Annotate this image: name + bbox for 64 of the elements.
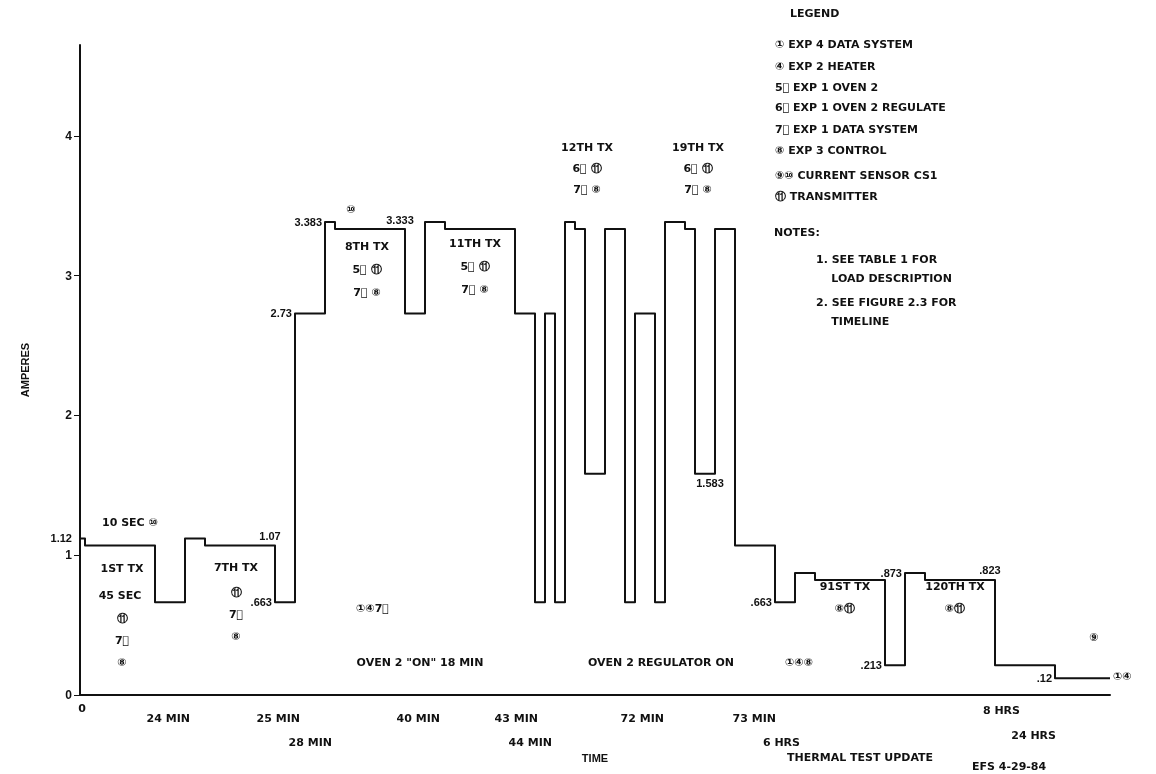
text: EFS 4-29-84 <box>972 759 1047 773</box>
data-label: 1.12 <box>50 532 72 545</box>
y-tick-label: 1 <box>65 548 73 563</box>
text: 28 MIN <box>288 735 332 749</box>
annotation: ⑨⑩ CURRENT SENSOR CS1 <box>775 168 938 182</box>
y-axis-title: AMPERES <box>18 342 31 398</box>
annotation: 12TH TX 6⃞ ⑪ 7⃞ ⑧ <box>561 141 614 196</box>
annotation: 6⃞ EXP 1 OVEN 2 REGULATE <box>775 100 946 114</box>
annotation: NOTES: <box>774 225 820 239</box>
text: 40 MIN <box>396 711 440 725</box>
text: THERMAL TEST UPDATE <box>787 750 934 764</box>
data-label: 2.73 <box>270 307 292 320</box>
annotation: OVEN 2 REGULATOR ON <box>588 655 734 669</box>
text: ①④ <box>1113 669 1132 683</box>
annotation: ⑪ 7⃞ ⑧ <box>228 585 244 643</box>
annotation: 120TH TX ⑧⑪ <box>925 579 986 615</box>
annotation: 7⃞ EXP 1 DATA SYSTEM <box>775 122 919 136</box>
annotation: ⑪ 7⃞ ⑧ <box>114 611 130 669</box>
annotation: ⑪ TRANSMITTER <box>775 189 879 203</box>
text: 43 MIN <box>494 711 538 725</box>
text: 24 HRS <box>1011 728 1057 742</box>
annotation: ⑨ <box>1089 630 1099 644</box>
annotation: 1. SEE TABLE 1 FOR LOAD DESCRIPTION <box>816 253 952 285</box>
annotation: ① EXP 4 DATA SYSTEM <box>775 37 914 51</box>
text: 73 MIN <box>732 711 776 725</box>
y-tick-label: 3 <box>65 268 73 283</box>
data-label: .823 <box>979 564 1001 577</box>
annotation: ①④7⃞ <box>356 601 389 615</box>
data-label: .663 <box>250 596 272 609</box>
annotation: 7TH TX <box>213 560 259 574</box>
annotation: ⑩ <box>346 202 356 216</box>
text: LEGEND <box>790 6 840 20</box>
annotation: ①④⑧ <box>785 655 813 669</box>
data-label: .12 <box>1036 672 1052 685</box>
x-axis-title: TIME <box>581 751 609 764</box>
data-label: .873 <box>880 566 902 579</box>
annotation: 11TH TX 5⃞ ⑪ 7⃞ ⑧ <box>449 237 502 296</box>
text: 72 MIN <box>620 711 664 725</box>
data-label: 3.383 <box>294 216 322 229</box>
data-label: 3.333 <box>386 213 414 226</box>
annotation: ④ EXP 2 HEATER <box>775 59 876 73</box>
annotation: OVEN 2 "ON" 18 MIN <box>356 655 484 669</box>
text: 6 HRS <box>762 735 801 749</box>
y-tick-label: 4 <box>65 128 73 143</box>
annotation: 19TH TX 6⃞ ⑪ 7⃞ ⑧ <box>672 141 725 196</box>
annotation: ⑧ EXP 3 CONTROL <box>775 143 887 157</box>
data-label: 1.583 <box>696 477 724 490</box>
y-tick-label: 2 <box>65 408 73 423</box>
text: 24 MIN <box>146 711 190 725</box>
text: 8 HRS <box>982 703 1021 717</box>
text: 25 MIN <box>256 711 300 725</box>
annotation: 45 SEC <box>98 588 142 602</box>
annotation: 91ST TX ⑧⑪ <box>819 579 871 615</box>
y-tick-label: 0 <box>65 688 73 702</box>
annotation: 10 SEC ⑩ <box>102 515 158 529</box>
data-label: 1.07 <box>259 529 281 542</box>
text: 0 <box>78 701 87 715</box>
data-label: .213 <box>860 659 882 672</box>
text: 44 MIN <box>508 735 552 749</box>
data-label: .663 <box>750 596 772 609</box>
annotation: 5⃞ EXP 1 OVEN 2 <box>775 80 879 94</box>
annotation: 8TH TX 5⃞ ⑪ 7⃞ ⑧ <box>344 240 390 299</box>
annotation: 2. SEE FIGURE 2.3 FOR TIMELINE <box>816 296 958 328</box>
annotation: 1ST TX <box>100 561 144 575</box>
